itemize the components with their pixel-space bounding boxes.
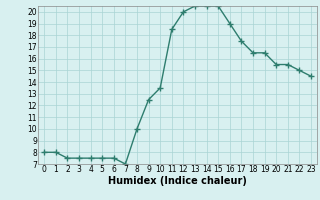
X-axis label: Humidex (Indice chaleur): Humidex (Indice chaleur) [108, 176, 247, 186]
